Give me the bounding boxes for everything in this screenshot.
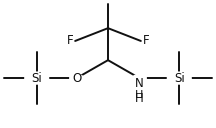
Text: F: F: [66, 34, 73, 47]
Text: H: H: [135, 90, 143, 100]
Text: H: H: [135, 92, 144, 105]
Text: Si: Si: [174, 72, 185, 85]
Ellipse shape: [167, 72, 191, 84]
Text: N: N: [135, 77, 144, 90]
Text: F: F: [105, 0, 111, 3]
Ellipse shape: [25, 72, 49, 84]
Text: O: O: [72, 72, 81, 85]
Ellipse shape: [70, 75, 84, 82]
Text: F: F: [143, 34, 150, 47]
Text: Si: Si: [31, 72, 42, 85]
Ellipse shape: [132, 75, 146, 82]
